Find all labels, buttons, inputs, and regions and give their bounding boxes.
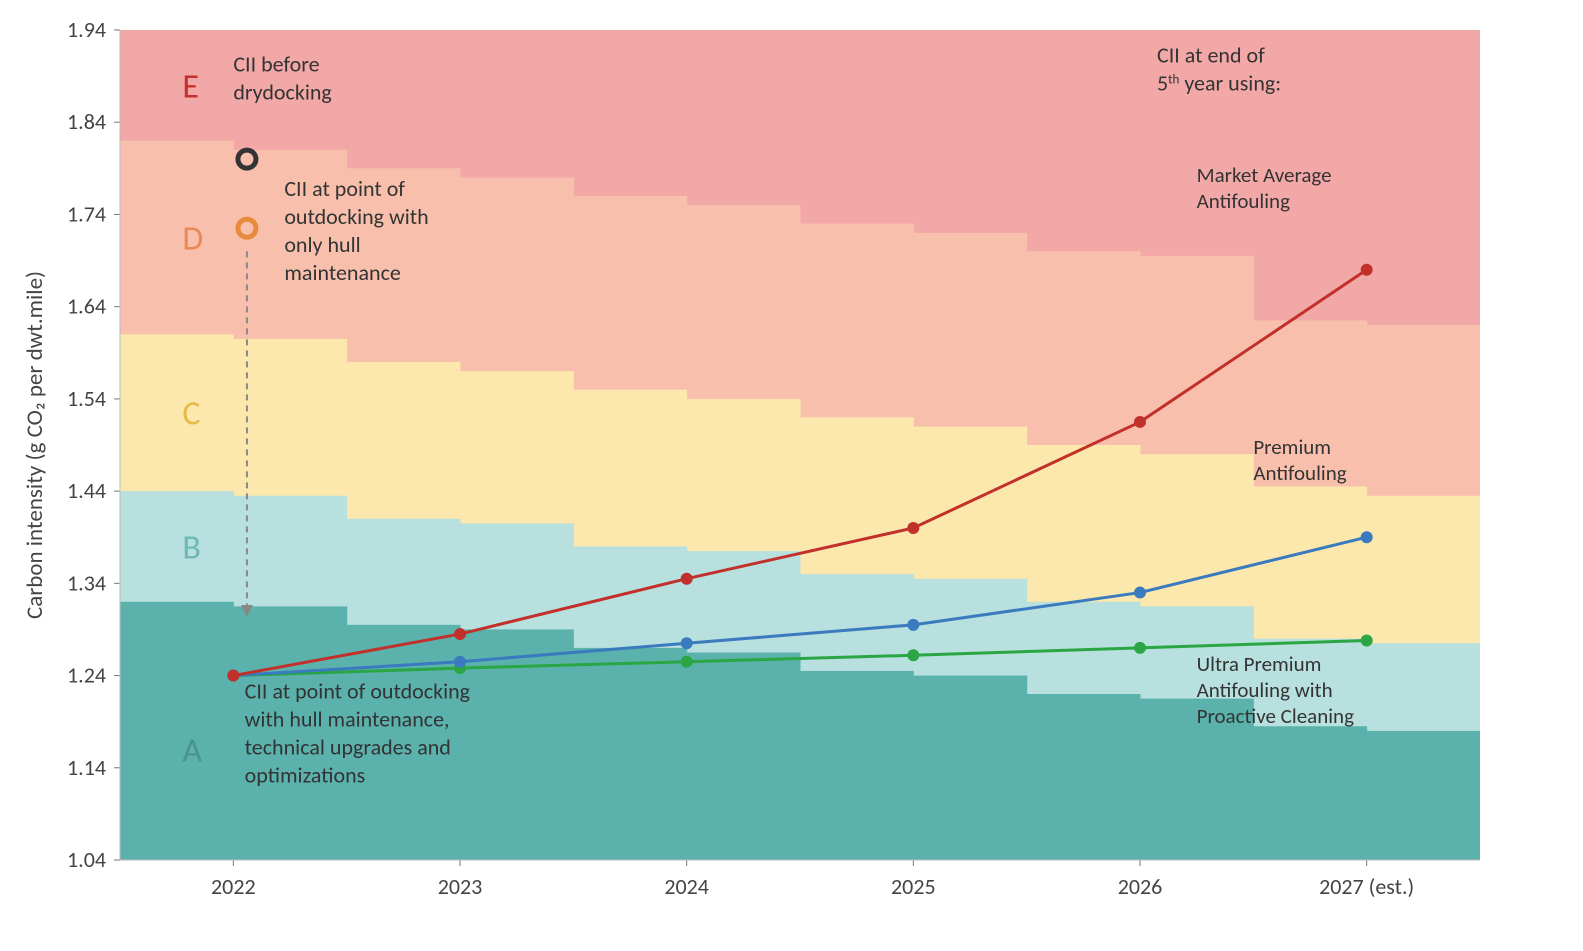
series-marker-ultra — [1361, 635, 1373, 647]
series-marker-market — [907, 522, 919, 534]
annotation-before-drydock: CII beforedrydocking — [233, 51, 331, 106]
band-label-C: C — [182, 394, 200, 435]
series-marker-ultra — [1134, 642, 1146, 654]
y-tick-label: 1.14 — [67, 754, 106, 781]
series-marker-market — [681, 573, 693, 585]
y-tick-label: 1.74 — [67, 200, 106, 227]
series-marker-premium — [454, 656, 466, 668]
y-tick-label: 1.44 — [67, 477, 106, 504]
band-label-D: D — [182, 219, 203, 260]
x-tick-label: 2027 (est.) — [1319, 873, 1414, 900]
series-marker-premium — [1134, 587, 1146, 599]
y-tick-label: 1.04 — [67, 846, 106, 873]
x-tick-label: 2024 — [664, 873, 709, 900]
y-tick-label: 1.54 — [67, 385, 106, 412]
series-marker-ultra — [907, 649, 919, 661]
series-marker-premium — [1361, 531, 1373, 543]
band-label-A: A — [182, 730, 202, 771]
x-tick-label: 2026 — [1118, 873, 1163, 900]
x-tick-label: 2022 — [211, 873, 256, 900]
x-tick-label: 2023 — [438, 873, 483, 900]
y-tick-label: 1.94 — [67, 16, 106, 43]
series-marker-market — [1361, 264, 1373, 276]
series-marker-market — [227, 670, 239, 682]
series-marker-market — [454, 628, 466, 640]
y-axis-title: Carbon intensity (g CO₂ per dwt.mile) — [21, 271, 49, 619]
series-marker-market — [1134, 416, 1146, 428]
band-label-B: B — [182, 527, 201, 568]
series-marker-premium — [681, 637, 693, 649]
y-tick-label: 1.34 — [67, 569, 106, 596]
y-tick-label: 1.84 — [67, 108, 106, 135]
y-tick-label: 1.24 — [67, 662, 106, 689]
series-marker-premium — [907, 619, 919, 631]
series-marker-ultra — [681, 656, 693, 668]
x-tick-label: 2025 — [891, 873, 936, 900]
cii-chart: A B C D E 1.04 1.14 1.24 1.34 1.44 1.54 1.64 1.74 1.8… — [0, 0, 1583, 951]
band-label-E: E — [182, 66, 199, 107]
y-tick-label: 1.64 — [67, 293, 106, 320]
chart-svg: A B C D E 1.04 1.14 1.24 1.34 1.44 1.54 1.64 1.74 1.8… — [0, 0, 1583, 951]
